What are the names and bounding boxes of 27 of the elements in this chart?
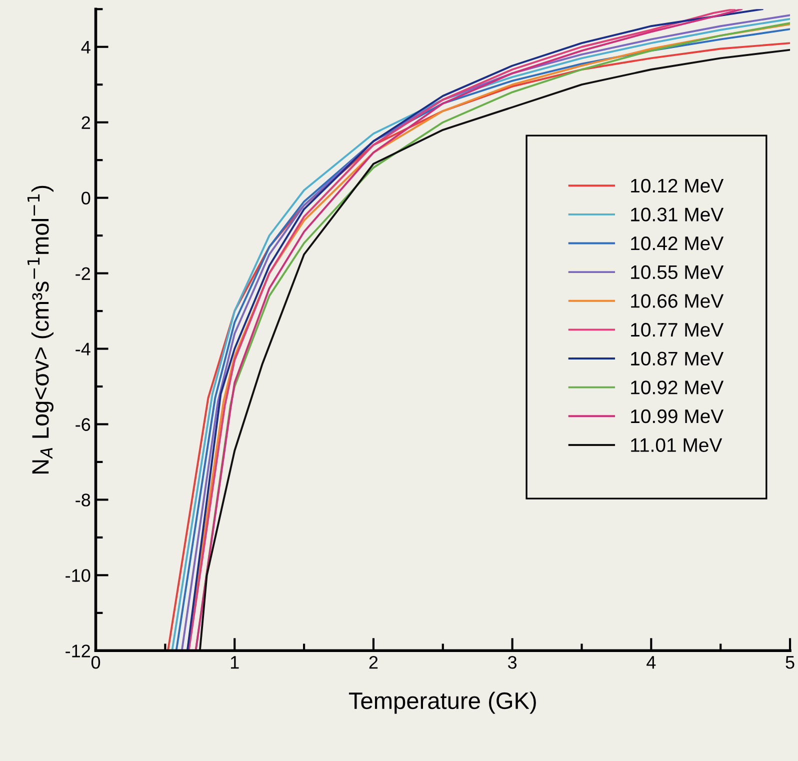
legend-label: 10.92 MeV <box>631 380 724 394</box>
y-tick-label: 2 <box>82 116 90 129</box>
legend-label: 10.42 MeV <box>631 236 724 250</box>
x-axis-title: Temperature (GK) <box>348 692 536 714</box>
legend-label: 10.55 MeV <box>631 265 724 280</box>
y-tick-label: -10 <box>66 569 90 582</box>
x-tick-label: 1 <box>230 656 239 669</box>
y-tick-label: -2 <box>76 267 90 280</box>
y-tick-label: -4 <box>76 342 90 356</box>
legend-label: 10.99 MeV <box>631 409 724 424</box>
x-tick-label: 3 <box>508 656 517 669</box>
legend-label: 10.66 MeV <box>631 294 724 308</box>
legend-label: 10.87 MeV <box>631 352 724 366</box>
x-tick-label: 2 <box>369 656 378 669</box>
legend-label: 10.77 MeV <box>631 322 724 337</box>
y-tick-label: -12 <box>66 644 90 658</box>
legend-label: 10.12 MeV <box>631 178 724 193</box>
y-tick-label: -8 <box>76 494 90 506</box>
x-tick-label: 5 <box>786 656 794 669</box>
x-tick-label: 4 <box>646 656 656 669</box>
legend-label: 10.31 MeV <box>631 208 724 222</box>
legend-label: 11.01 MeV <box>631 438 722 452</box>
y-tick-label: -6 <box>76 418 90 431</box>
y-axis-title: N$_{A}$ Log<σv> (cm³s$^{−1}$mol$^{−1}$) <box>27 186 54 474</box>
y-tick-label: 4 <box>81 40 90 54</box>
x-tick-label: 0 <box>91 656 100 669</box>
y-tick-label: 0 <box>82 192 90 205</box>
